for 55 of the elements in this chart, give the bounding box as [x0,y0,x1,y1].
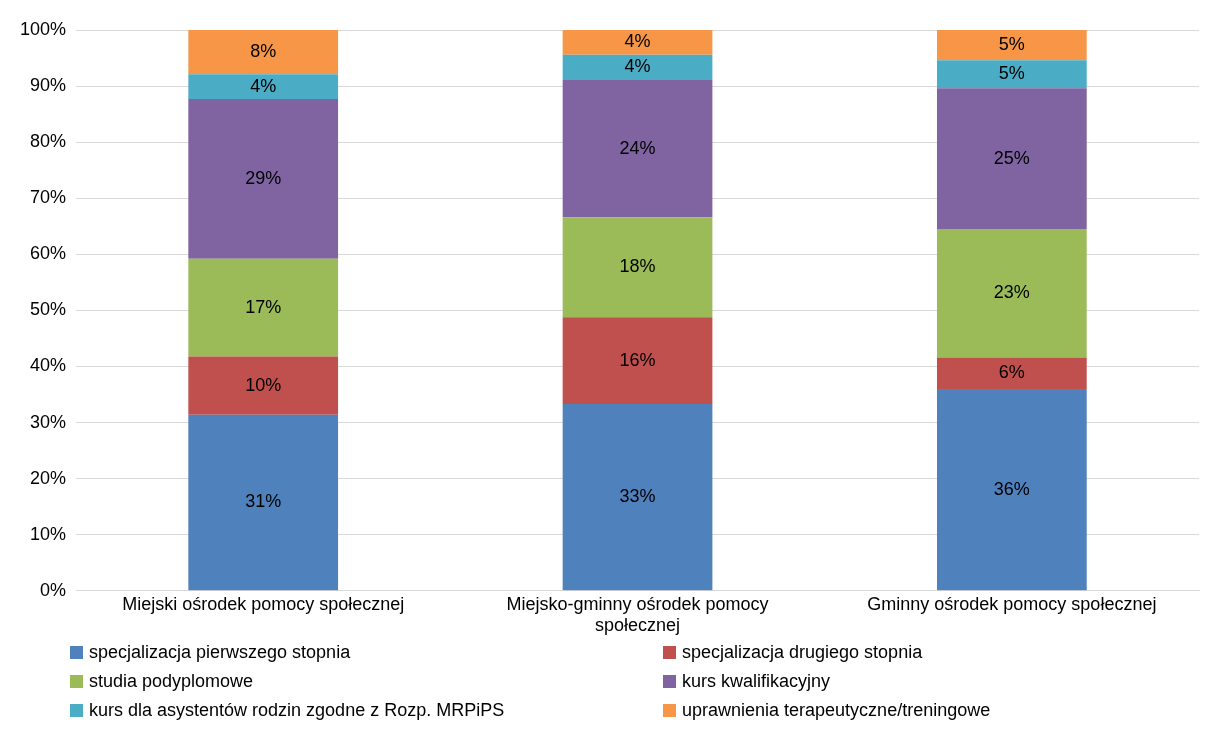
bar [562,217,713,318]
data-label: 17% [245,296,282,317]
y-tick-label: 70% [30,187,67,208]
bar [562,79,713,218]
data-label: 23% [993,282,1030,303]
bar [562,317,713,405]
data-label: 8% [250,41,277,62]
bar [562,30,713,55]
legend-label: specjalizacja drugiego stopnia [682,642,923,663]
bar [188,414,339,591]
bar [188,74,339,99]
y-tick-label: 90% [30,75,67,96]
data-label: 33% [619,486,656,507]
bar [936,388,1087,591]
data-label: 10% [245,374,282,395]
bar [936,88,1087,230]
bar [936,229,1087,358]
y-tick-label: 50% [30,299,67,320]
y-tick-label: 20% [30,467,67,488]
y-tick-label: 0% [40,579,67,600]
bar [188,30,339,75]
data-label: 5% [998,34,1025,55]
data-label: 29% [245,167,282,188]
x-tick-label: Miejski ośrodek pomocy społecznej [122,593,405,614]
legend-label: specjalizacja pierwszego stopnia [89,642,351,663]
data-label: 5% [998,63,1025,84]
y-tick-label: 30% [30,411,67,432]
data-label: 31% [245,491,282,512]
data-label: 18% [619,256,656,277]
bar [188,98,339,259]
y-tick-label: 60% [30,243,67,264]
y-tick-label: 40% [30,355,67,376]
data-label: 4% [624,31,651,52]
legend-label: studia podyplomowe [89,671,254,692]
legend-label: uprawnienia terapeutyczne/treningowe [682,700,991,721]
data-label: 4% [624,56,651,77]
data-label: 4% [250,75,277,96]
bar [936,357,1087,389]
bar [188,356,339,415]
y-tick-label: 10% [30,523,67,544]
bar [562,54,713,80]
bar [562,404,713,591]
data-label: 16% [619,349,656,370]
bar [936,30,1087,61]
x-tick-label: Gminny ośrodek pomocy społecznej [867,593,1157,614]
data-label: 6% [998,362,1025,383]
data-label: 36% [993,478,1030,499]
y-tick-label: 80% [30,131,67,152]
data-label: 25% [993,147,1030,168]
y-tick-label: 100% [19,18,67,39]
legend-label: kurs kwalifikacyjny [682,671,831,692]
bar [936,60,1087,89]
bar [188,258,339,357]
legend-label: kurs dla asystentów rodzin zgodne z Rozp. MRPiPS [89,700,505,721]
data-label: 24% [619,137,656,158]
